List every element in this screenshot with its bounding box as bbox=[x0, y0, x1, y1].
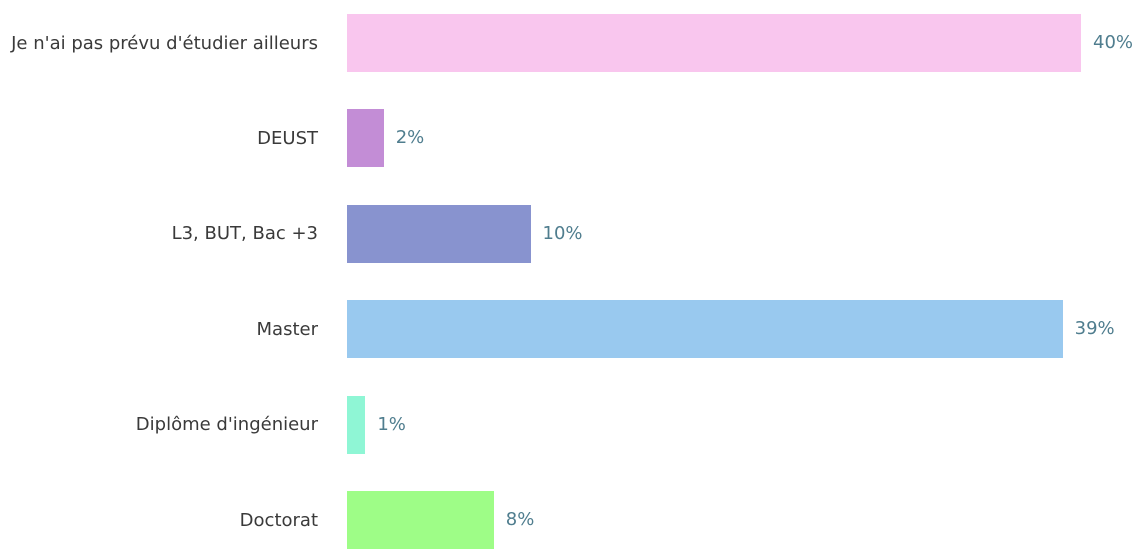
value-label: 40% bbox=[1093, 32, 1134, 53]
bar bbox=[347, 395, 366, 454]
category-label: Master bbox=[256, 318, 318, 340]
category-label: Je n'ai pas prévu d'étudier ailleurs bbox=[11, 32, 318, 54]
value-label: 10% bbox=[542, 222, 583, 244]
category-label: DEUST bbox=[257, 127, 318, 149]
bar bbox=[347, 491, 494, 549]
value-label: 2% bbox=[395, 127, 425, 149]
category-label: Doctorat bbox=[239, 509, 318, 531]
value-label: 39% bbox=[1074, 318, 1115, 340]
bar bbox=[347, 204, 531, 263]
category-label: L3, BUT, Bac +3 bbox=[171, 223, 318, 245]
category-label: Diplôme d'ingénieur bbox=[135, 414, 318, 436]
bar bbox=[347, 109, 384, 168]
value-label: 8% bbox=[505, 509, 535, 530]
bar bbox=[347, 300, 1063, 359]
bar bbox=[347, 14, 1081, 72]
value-label: 1% bbox=[377, 413, 406, 435]
